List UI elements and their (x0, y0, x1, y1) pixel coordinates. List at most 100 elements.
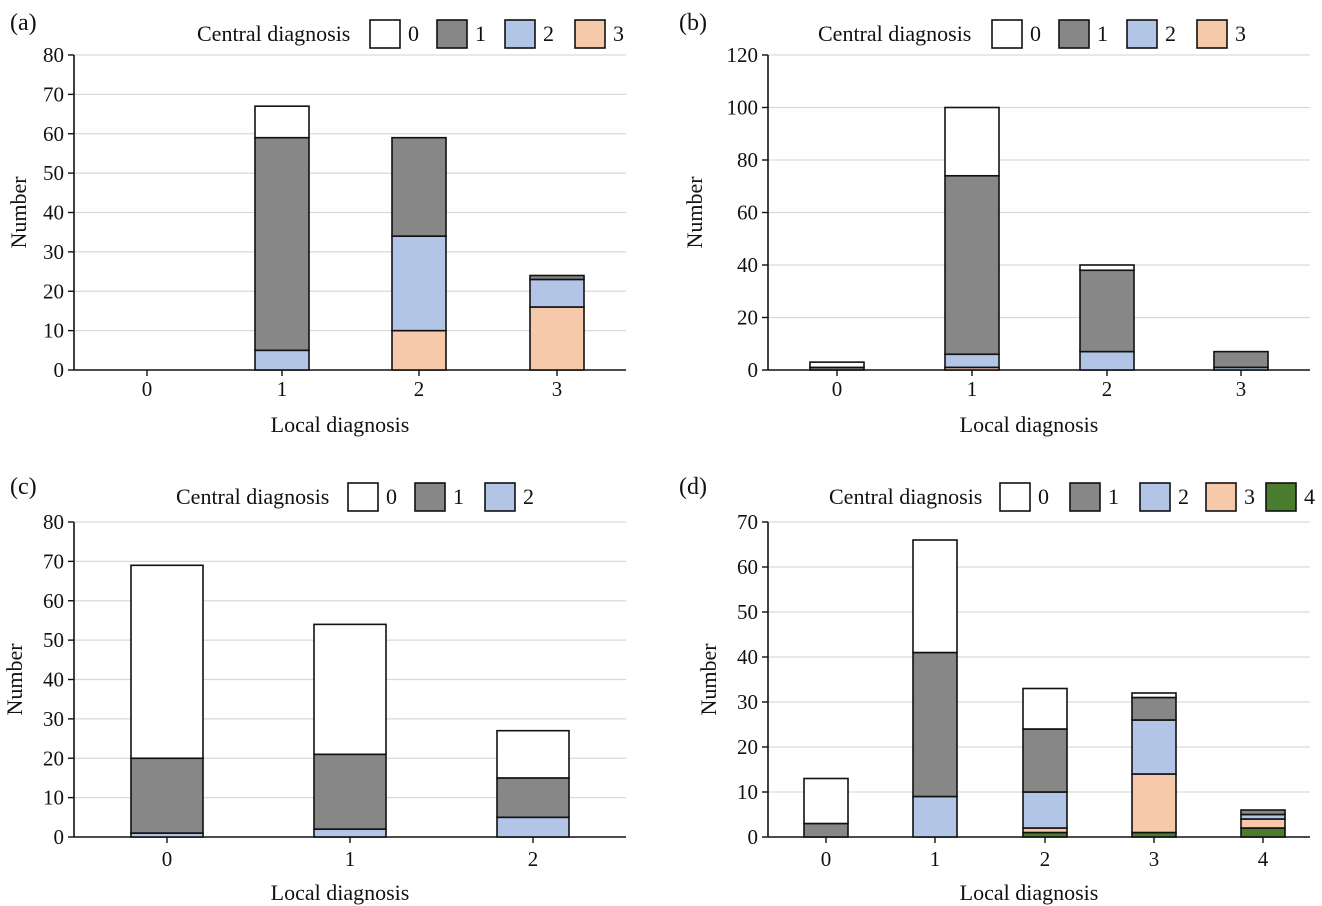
legend-title: Central diagnosis (829, 484, 982, 509)
legend-swatch-2 (1126, 19, 1158, 49)
bar-segment-local-2-central-0 (496, 729, 570, 779)
x-tick-label: 0 (162, 847, 173, 871)
y-tick-label: 70 (43, 82, 64, 106)
bar-segment-local-1-central-2 (912, 795, 958, 838)
legend-label-0: 0 (386, 484, 397, 509)
legend-label-3: 3 (1235, 21, 1246, 46)
panel-label: (b) (679, 10, 707, 36)
x-tick-label: 2 (1102, 377, 1113, 401)
y-tick-label: 10 (43, 319, 64, 343)
y-tick-label: 10 (43, 786, 64, 810)
bar-segment-local-1-central-0 (313, 623, 387, 756)
x-axis-title: Local diagnosis (960, 880, 1099, 905)
y-tick-label: 80 (43, 43, 64, 67)
legend-swatch-2 (1139, 482, 1171, 512)
panel-b: (b) Central diagnosis 0 1 2 3 0 20 40 60 80 100 120 0… (679, 10, 1310, 437)
y-tick-label: 0 (54, 358, 65, 382)
y-tick-label: 70 (737, 510, 758, 534)
x-axis-title: Local diagnosis (271, 880, 410, 905)
bar-segment-local-2-central-0 (1022, 687, 1068, 730)
y-tick-label: 40 (737, 645, 758, 669)
y-axis-title: Number (6, 176, 31, 249)
x-axis-title: Local diagnosis (271, 412, 410, 437)
legend-swatch-0 (347, 482, 379, 512)
x-tick-label: 1 (967, 377, 978, 401)
legend-label-1: 1 (1097, 21, 1108, 46)
legend-title: Central diagnosis (176, 484, 329, 509)
x-tick-label: 1 (345, 847, 356, 871)
legend-label-2: 2 (1178, 484, 1189, 509)
x-tick-label: 0 (142, 377, 153, 401)
y-tick-label: 50 (43, 628, 64, 652)
legend-label-1: 1 (453, 484, 464, 509)
bar-segment-local-2-central-0 (1079, 264, 1135, 272)
bar-segment-local-3-central-3 (1131, 773, 1177, 834)
legend-swatch-2 (504, 19, 536, 49)
legend-label-3: 3 (1244, 484, 1255, 509)
y-tick-label: 50 (43, 161, 64, 185)
bar-segment-local-3-central-0 (1131, 692, 1177, 699)
bar-segment-local-1-central-1 (944, 174, 1000, 356)
bar-segment-local-2-central-3 (391, 329, 447, 371)
x-tick-label: 2 (414, 377, 425, 401)
legend-title: Central diagnosis (818, 21, 971, 46)
legend-label-0: 0 (1038, 484, 1049, 509)
y-tick-label: 60 (737, 201, 758, 225)
bar-segment-local-1-central-2 (313, 828, 387, 838)
y-tick-label: 0 (54, 825, 65, 849)
x-tick-label: 3 (1149, 847, 1160, 871)
bar-segment-local-4-central-1 (1240, 809, 1286, 816)
panel-label: (c) (10, 474, 37, 500)
x-tick-label: 0 (832, 377, 843, 401)
legend-swatch-3 (574, 19, 606, 49)
legend-swatch-0 (991, 19, 1023, 49)
legend-label-0: 0 (1030, 21, 1041, 46)
bar-segment-local-2-central-1 (391, 136, 447, 237)
legend-swatch-4 (1265, 482, 1297, 512)
y-tick-label: 60 (43, 122, 64, 146)
legend-swatch-0 (369, 19, 401, 49)
bar-segment-local-2-central-1 (496, 777, 570, 819)
legend-swatch-3 (1196, 19, 1228, 49)
y-tick-label: 30 (43, 707, 64, 731)
legend-swatch-1 (414, 482, 446, 512)
x-axis-title: Local diagnosis (960, 412, 1099, 437)
y-tick-label: 40 (737, 253, 758, 277)
y-tick-label: 40 (43, 201, 64, 225)
legend-label-2: 2 (1165, 21, 1176, 46)
legend-label-2: 2 (523, 484, 534, 509)
legend-title: Central diagnosis (197, 21, 350, 46)
bar-segment-local-1-central-0 (912, 539, 958, 654)
bar-segment-local-1-central-1 (912, 651, 958, 798)
bar-segment-local-3-central-2 (529, 278, 585, 308)
x-tick-label: 1 (930, 847, 941, 871)
y-tick-label: 0 (748, 825, 759, 849)
panel-c: (c) Central diagnosis 0 1 201020304050607080… (2, 474, 626, 905)
y-tick-label: 30 (43, 240, 64, 264)
bar-segment-local-1-central-2 (254, 349, 310, 371)
x-tick-label: 1 (277, 377, 288, 401)
bar-segment-local-2-central-2 (1079, 350, 1135, 371)
y-axis-title: Number (682, 176, 707, 249)
y-axis-title: Number (696, 643, 721, 716)
legend-label-4: 4 (1304, 484, 1315, 509)
bar-segment-local-1-central-2 (944, 353, 1000, 369)
y-tick-label: 20 (43, 746, 64, 770)
y-tick-label: 100 (727, 96, 759, 120)
bar-segment-local-1-central-0 (254, 105, 310, 139)
legend-label-1: 1 (1108, 484, 1119, 509)
legend-label-0: 0 (408, 21, 419, 46)
bar-segment-local-0-central-1 (803, 822, 849, 838)
x-tick-label: 2 (528, 847, 539, 871)
bar-segment-local-2-central-1 (1022, 728, 1068, 793)
y-axis-title: Number (2, 643, 27, 716)
legend-swatch-0 (999, 482, 1031, 512)
legend-label-2: 2 (543, 21, 554, 46)
legend-swatch-2 (484, 482, 516, 512)
legend-swatch-1 (1069, 482, 1101, 512)
y-tick-label: 20 (737, 735, 758, 759)
y-tick-label: 20 (43, 279, 64, 303)
legend-label-1: 1 (475, 21, 486, 46)
x-tick-label: 2 (1040, 847, 1051, 871)
bar-segment-local-1-central-1 (254, 136, 310, 352)
